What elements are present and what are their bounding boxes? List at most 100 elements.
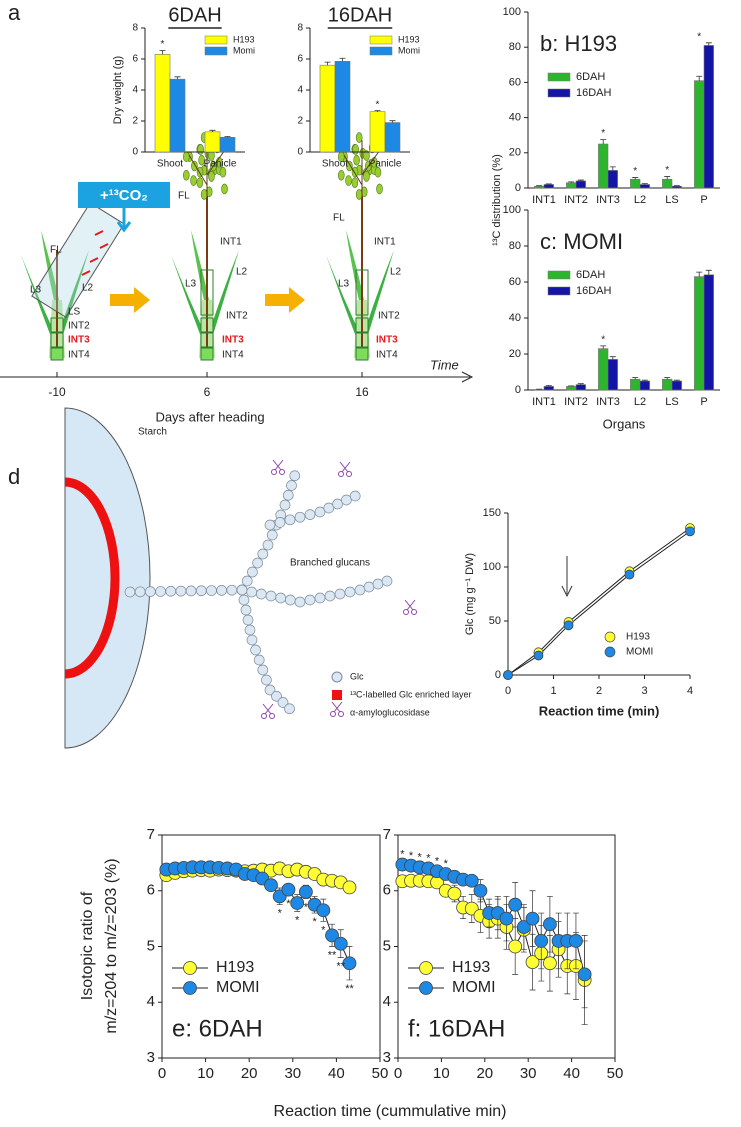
error-bar: [609, 356, 616, 360]
bar: [703, 274, 714, 391]
glucose-unit: [314, 506, 326, 518]
panel-label: d: [8, 464, 20, 489]
time-tick-label: 6: [204, 385, 211, 399]
x-tick-label: INT1: [532, 396, 556, 408]
glucose-unit: [265, 590, 277, 602]
bar: [607, 170, 618, 189]
legend-label: H193: [452, 959, 490, 976]
point: [499, 911, 514, 926]
point: [534, 934, 549, 948]
glucose-unit: [381, 575, 393, 587]
bar: [630, 178, 641, 189]
grain: [363, 150, 370, 161]
co2-arrow: [81, 270, 91, 276]
bar: [630, 378, 641, 391]
y-tick-label: 100: [503, 6, 521, 18]
grain: [197, 144, 204, 155]
glucose-unit: [206, 585, 217, 596]
x-tick-label: L2: [634, 396, 646, 408]
co2-arrow: [89, 257, 99, 263]
glucose-unit: [275, 592, 287, 604]
y-tick-label: 20: [509, 348, 521, 360]
legend-swatch: [369, 35, 393, 45]
x-tick-label: 50: [372, 1065, 389, 1082]
grain: [190, 175, 197, 186]
error-bar: [577, 383, 584, 385]
glucose-unit: [332, 498, 343, 510]
significance: *: [312, 916, 317, 928]
point: [624, 569, 635, 580]
chart-title: b: H193: [540, 31, 617, 56]
x-tick-label: 40: [563, 1065, 580, 1082]
x-tick-label: INT2: [564, 194, 588, 206]
y-axis-label: ¹³C distribution (%): [491, 154, 503, 246]
x-axis-label: Reaction time (min): [539, 703, 660, 718]
significance: *: [444, 858, 449, 870]
glucose-unit: [261, 674, 272, 686]
point: [577, 967, 592, 982]
glucose-unit: [244, 624, 256, 636]
significance: *: [601, 128, 605, 139]
legend-swatch: [547, 72, 571, 82]
bar: [534, 185, 545, 189]
grain: [351, 177, 359, 188]
x-tick-label: 0: [394, 1065, 402, 1082]
glucose-unit: [289, 470, 301, 482]
y-tick-label: 7: [383, 826, 391, 843]
grain: [345, 175, 352, 186]
bar: [319, 64, 336, 153]
legend-label: 6DAH: [576, 71, 605, 83]
glucose-unit: [247, 566, 258, 578]
x-tick-label: 20: [241, 1065, 258, 1082]
plant-label: L2: [236, 267, 248, 278]
error-bar: [641, 183, 648, 185]
internode: [200, 317, 214, 333]
bar: [169, 78, 186, 153]
y-tick-label: 0: [515, 384, 521, 396]
scissor-ring: [411, 609, 417, 615]
bar: [575, 180, 586, 189]
plant-label: INT4: [222, 350, 244, 361]
error-bar: [641, 379, 648, 381]
point: [342, 880, 357, 895]
glucose-unit: [252, 557, 263, 569]
significance: *: [400, 849, 405, 861]
co2-box: [78, 182, 170, 208]
internode: [50, 317, 64, 333]
plant-label: L3: [30, 285, 42, 296]
y-axis-label: Dry weight (g): [112, 56, 124, 124]
bar: [662, 378, 673, 391]
glucose-unit: [240, 604, 252, 616]
glucose-unit: [349, 490, 361, 502]
grain: [200, 189, 208, 200]
plant-label: L3: [185, 279, 197, 290]
legend-label: H193: [398, 34, 420, 44]
grain: [352, 144, 359, 155]
error-bar: [374, 110, 381, 112]
point: [290, 896, 305, 910]
y-tick-label: 7: [147, 826, 155, 843]
legend-swatch: [604, 631, 616, 643]
time-axis-label: Days after heading: [155, 409, 264, 424]
significance: *: [435, 855, 440, 867]
bar: [566, 182, 577, 189]
glucose-unit: [341, 494, 352, 506]
glucose-unit: [279, 499, 291, 511]
transition-arrow: [265, 287, 305, 313]
chart-title: 6DAH: [168, 4, 221, 26]
bar: [369, 111, 386, 153]
grain: [208, 171, 215, 182]
leaf: [21, 255, 58, 345]
x-tick-label: 4: [687, 685, 693, 697]
y-tick-label: 6: [147, 882, 155, 899]
chart-title: e: 6DAH: [172, 1015, 263, 1042]
x-tick-label: 40: [328, 1065, 345, 1082]
point: [543, 917, 557, 932]
point: [281, 882, 296, 897]
y-tick-label: 6: [383, 882, 391, 899]
internode: [355, 332, 369, 348]
legend-label: H193: [216, 959, 254, 976]
grain: [355, 189, 363, 200]
significance: *: [295, 914, 300, 926]
significance: *: [278, 908, 283, 920]
